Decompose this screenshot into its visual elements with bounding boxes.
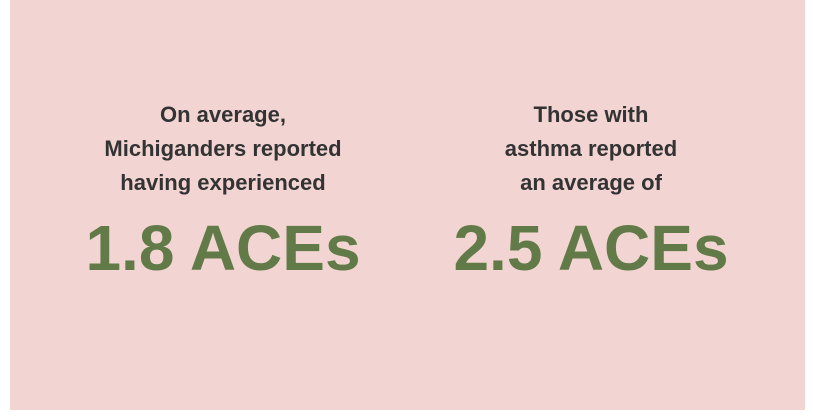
stat-block: On average, Michiganders reported having… xyxy=(50,98,396,288)
description-line: Michiganders reported xyxy=(104,136,342,161)
description-line: Those with xyxy=(533,102,649,127)
stat-description: Those with asthma reported an average of xyxy=(426,98,756,200)
panel: On average, Michiganders reported having… xyxy=(10,0,805,410)
stat-block: Those with asthma reported an average of… xyxy=(426,98,756,288)
description-line: an average of xyxy=(520,170,662,195)
description-line: having experienced xyxy=(120,170,326,195)
description-line: asthma reported xyxy=(504,136,678,161)
stat-value: 2.5 ACEs xyxy=(453,212,729,284)
stat-value: 1.8 ACEs xyxy=(85,212,361,284)
description-line: On average, xyxy=(160,102,286,127)
stat-description: On average, Michiganders reported having… xyxy=(50,98,396,200)
